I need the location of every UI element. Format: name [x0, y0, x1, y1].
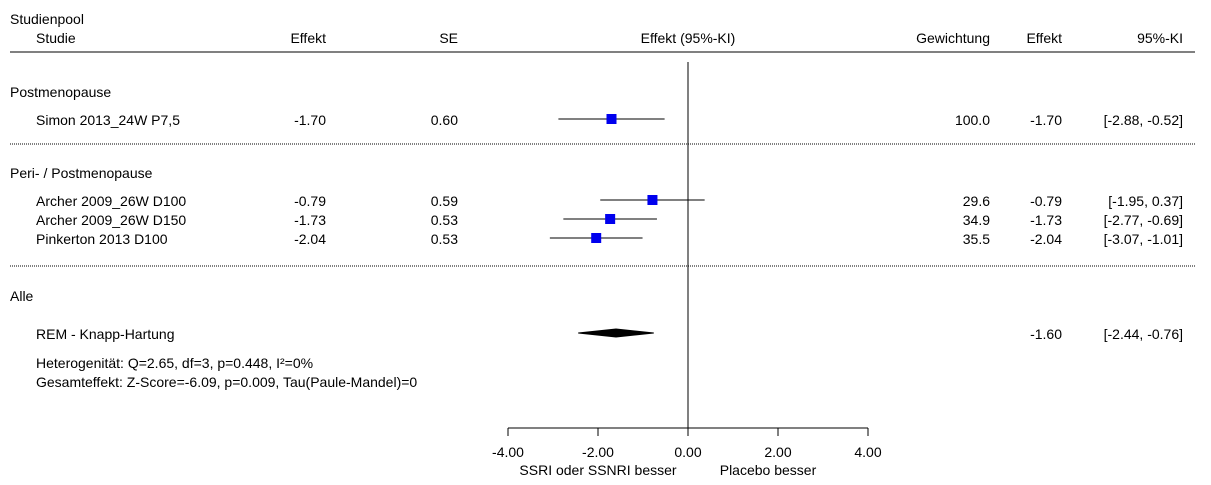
group-label-peri-postmenopause: Peri- / Postmenopause	[10, 165, 153, 181]
study-name: Archer 2009_26W D100	[36, 193, 186, 209]
header-effect2-label: Effekt	[1026, 30, 1062, 46]
heterogeneity-text: Heterogenität: Q=2.65, df=3, p=0.448, I²…	[36, 355, 313, 371]
header-pool-label: Studienpool	[10, 11, 84, 27]
header-ci-plot-label: Effekt (95%-KI)	[641, 30, 736, 46]
forest-marks	[549, 114, 705, 338]
effect-marker	[647, 195, 658, 205]
study-name: Archer 2009_26W D150	[36, 212, 186, 228]
x-tick-label: -2.00	[582, 444, 614, 460]
study-weight: 34.9	[963, 212, 990, 228]
x-tick-label: 4.00	[854, 444, 881, 460]
study-effect: -1.70	[294, 112, 326, 128]
study-se: 0.59	[431, 193, 458, 209]
study-effect-right: -1.73	[1030, 212, 1062, 228]
x-axis: -4.00 -2.00 0.00 2.00 4.00	[492, 427, 882, 460]
effect-marker	[605, 214, 616, 224]
study-effect-right: -1.70	[1030, 112, 1062, 128]
header-se-label: SE	[439, 30, 458, 46]
study-effect: -1.73	[294, 212, 326, 228]
study-name: Pinkerton 2013 D100	[36, 231, 168, 247]
study-weight: 35.5	[963, 231, 990, 247]
axis-right-label: Placebo besser	[720, 462, 817, 478]
overall-section-label: Alle	[10, 288, 34, 304]
study-effect-right: -0.79	[1030, 193, 1062, 209]
overall-method: REM - Knapp-Hartung	[36, 326, 175, 342]
study-ci: [-2.77, -0.69]	[1104, 212, 1183, 228]
x-tick-label: 0.00	[674, 444, 701, 460]
axis-left-label: SSRI oder SSNRI besser	[519, 462, 677, 478]
study-se: 0.53	[431, 231, 458, 247]
study-effect: -0.79	[294, 193, 326, 209]
group-label-postmenopause: Postmenopause	[10, 84, 111, 100]
study-effect-right: -2.04	[1030, 231, 1062, 247]
study-weight: 29.6	[963, 193, 990, 209]
header-study-label: Studie	[36, 30, 76, 46]
study-se: 0.53	[431, 212, 458, 228]
study-effect: -2.04	[294, 231, 326, 247]
header-weight-label: Gewichtung	[916, 30, 990, 46]
overall-diamond	[578, 328, 654, 338]
study-name: Simon 2013_24W P7,5	[36, 112, 180, 128]
study-weight: 100.0	[955, 112, 990, 128]
effect-marker	[591, 233, 602, 243]
x-tick-label: -4.00	[492, 444, 524, 460]
effect-marker	[606, 114, 617, 124]
header-effect-label: Effekt	[290, 30, 326, 46]
header-ci-label: 95%-KI	[1137, 30, 1183, 46]
overall-effect: -1.60	[1030, 326, 1062, 342]
x-tick-label: 2.00	[764, 444, 791, 460]
study-se: 0.60	[431, 112, 458, 128]
overall-ci: [-2.44, -0.76]	[1104, 326, 1183, 342]
study-ci: [-2.88, -0.52]	[1104, 112, 1183, 128]
study-ci: [-3.07, -1.01]	[1104, 231, 1183, 247]
study-ci: [-1.95, 0.37]	[1108, 193, 1183, 209]
total-effect-text: Gesamteffekt: Z-Score=-6.09, p=0.009, Ta…	[36, 374, 417, 390]
